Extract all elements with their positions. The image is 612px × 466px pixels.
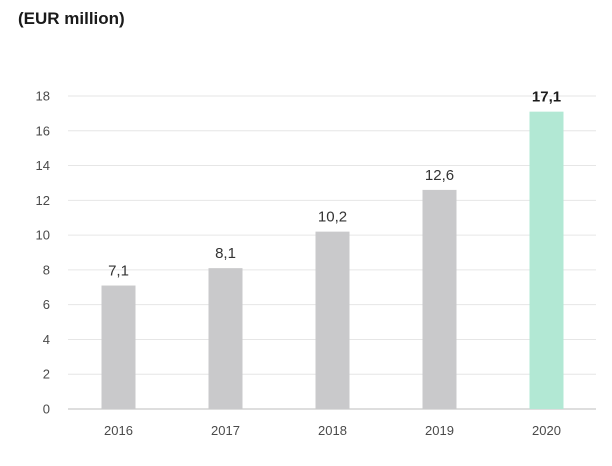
bar-2016 [101,285,136,409]
y-tick-label: 8 [43,262,50,277]
y-tick-label: 0 [43,402,50,417]
y-tick-label: 16 [36,123,50,138]
y-tick-label: 14 [36,158,50,173]
x-tick-label: 2016 [104,423,133,438]
x-tick-label: 2017 [211,423,240,438]
y-axis-ticks: 0 2 4 6 8 10 12 14 16 18 [36,89,50,417]
y-tick-label: 12 [36,193,50,208]
y-tick-label: 18 [36,89,50,104]
bar-2019 [422,189,457,409]
bars [101,111,564,410]
bar-2020 [529,111,564,410]
bar-2018 [315,231,350,409]
value-label: 12,6 [425,167,454,184]
value-label: 17,1 [532,89,561,106]
x-tick-label: 2019 [425,423,454,438]
value-label: 10,2 [318,209,347,226]
y-tick-label: 2 [43,367,50,382]
value-labels: 7,1 8,1 10,2 12,6 17,1 [108,89,561,280]
unit-title: (EUR million) [18,9,125,28]
y-tick-label: 6 [43,297,50,312]
y-tick-label: 4 [43,332,50,347]
x-axis-ticks: 2016 2017 2018 2019 2020 [104,423,561,438]
bar-2017 [208,268,243,409]
y-tick-label: 10 [36,228,50,243]
value-label: 8,1 [215,245,236,262]
x-tick-label: 2020 [532,423,561,438]
value-label: 7,1 [108,263,129,280]
x-tick-label: 2018 [318,423,347,438]
